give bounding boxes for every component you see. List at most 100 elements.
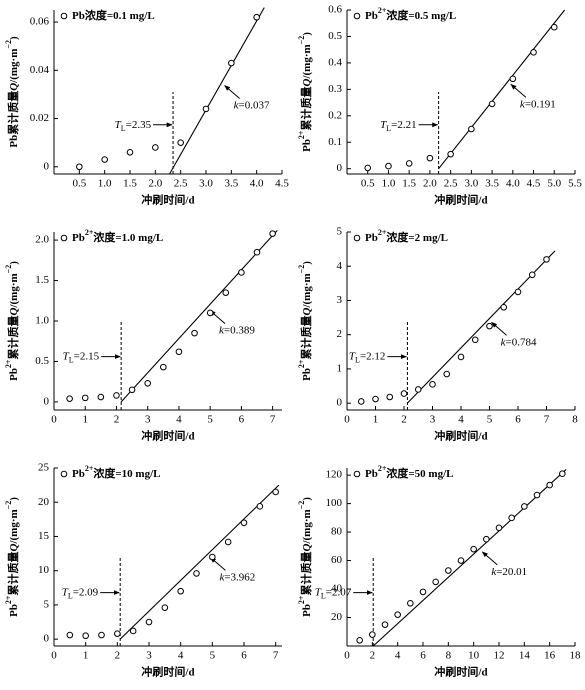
slope-label: k=20.01 [491,565,527,577]
x-tick-label: 0.5 [361,178,375,190]
text-part: = [326,586,332,598]
y-tick-label: 5 [337,226,343,238]
y-tick-label: 0.02 [30,112,49,124]
y-tick-label: 15 [38,530,50,542]
data-point [224,538,232,546]
text-part: = [239,99,245,111]
x-tick-label: 1.5 [402,178,416,190]
x-tick-label: 7 [270,414,276,426]
text-part: Q [301,79,313,87]
y-tick-label: 60 [331,554,343,566]
text-part: 2.15 [80,350,100,362]
slope-label: k=0.037 [234,99,270,111]
slope-label: k=0.784 [501,336,537,348]
text-part: 2+ [297,130,306,139]
y-tick-label: 120 [326,469,343,481]
x-tick-label: 14 [519,650,531,662]
data-point [470,545,477,553]
data-point [429,381,436,388]
x-tick-label: 4.0 [250,178,264,190]
x-tick-label: 3 [145,414,151,426]
text-part: /(mg·m [301,273,313,308]
text-part: k [219,571,225,583]
data-point [253,13,260,21]
data-point [129,627,137,635]
slope-arrow [481,551,498,566]
y-axis-title: Pb2+累计质量Q/(mg·m−2) [297,261,312,381]
text-part: 浓度=2 mg/L [386,230,448,244]
x-tick-label: 5.0 [547,178,561,190]
text-part: 2.12 [366,350,385,362]
x-tick-label: 0 [51,414,57,426]
legend-marker [60,12,68,20]
x-tick-label: 18 [570,650,582,662]
data-point [500,304,508,311]
y-tick-label: 0.1 [328,136,342,148]
x-tick-label: 6 [239,414,245,426]
data-point [202,105,210,113]
data-point [272,488,279,496]
text-part: Pb [301,139,313,152]
y-tick-label: 0.5 [35,355,49,367]
x-tick-label: 2.5 [444,178,458,190]
x-tick-label: 2 [401,414,407,426]
data-point [81,394,89,402]
y-tick-label: 0.04 [30,64,50,76]
data-point [407,599,414,607]
y-axis-title: Pb2+累计质量Q/(mg·m−2) [297,497,312,617]
text-part: Pb [72,468,85,480]
x-tick-label: 3.0 [199,178,213,190]
x-tick-label: 4.0 [506,178,520,190]
y-tick-label: 0.5 [328,30,342,42]
text-part: Q [8,544,20,552]
data-point [76,163,83,171]
text-part: = [224,571,230,583]
x-axis-title: 冲刷时间/d [434,665,487,679]
threshold-label: TL=2.35 [115,118,152,133]
text-part: L [68,592,73,601]
data-point [385,162,392,170]
data-point [508,514,515,522]
x-tick-label: 6 [515,414,521,426]
y-tick-label: 0.4 [328,56,342,68]
data-point [468,125,475,133]
text-part: 2+ [378,228,387,237]
x-tick-label: 7 [273,650,279,662]
text-part: = [73,586,79,598]
data-point [533,491,541,499]
x-tick-label: 6 [241,650,247,662]
slope-label: k=0.191 [520,98,556,110]
text-part: k [501,336,507,348]
text-part: 累计质量 [299,316,313,360]
legend-marker [353,234,361,242]
y-tick-label: 0.06 [30,16,50,28]
text-part: 2+ [297,595,306,604]
text-part: −2 [297,501,306,510]
text-part: /(mg·m [301,509,313,544]
data-point [419,588,427,596]
x-tick-label: 2.0 [148,178,162,190]
slope-arrow [224,85,240,99]
legend-label: Pb2+浓度=50 mg/L [365,464,453,479]
legend-label: Pb2+浓度=2 mg/L [365,228,448,243]
text-part: 累计质量 [299,552,313,596]
x-tick-label: 10 [468,650,480,662]
x-axis-title: 冲刷时间/d [141,193,194,207]
data-point [483,535,490,543]
text-part: = [74,350,80,362]
x-tick-label: 16 [544,650,556,662]
x-tick-label: 2 [114,414,120,426]
text-part: 2.21 [397,118,416,130]
data-point [209,553,216,561]
threshold-label: TL=2.21 [380,118,416,133]
data-point [240,519,248,527]
data-point [191,329,198,337]
y-axis-title: Pb2+累计质量Q/(mg·m−2) [297,32,312,152]
data-point [528,271,536,279]
text-part: T [315,586,322,598]
x-tick-label: 3.5 [224,178,238,190]
x-tick-label: 3.0 [464,178,478,190]
data-point [98,631,105,639]
text-part: 0.037 [245,99,270,111]
